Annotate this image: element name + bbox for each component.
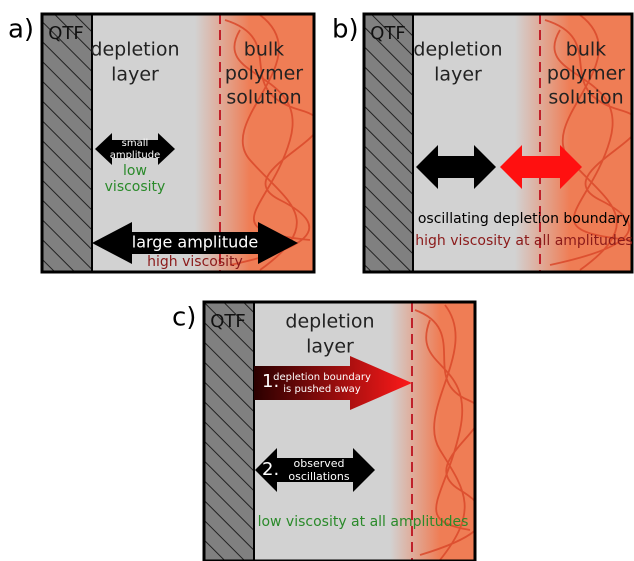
step-number: 2. bbox=[262, 459, 279, 480]
depletion-label: depletion bbox=[413, 39, 502, 61]
panel-label: c) bbox=[172, 303, 196, 333]
bulk-label: polymer bbox=[225, 63, 303, 85]
qtf bbox=[204, 302, 254, 561]
bulk-label: polymer bbox=[547, 63, 625, 85]
depletion-label: layer bbox=[111, 64, 159, 86]
step-text: depletion boundary bbox=[273, 372, 371, 383]
qtf-label: QTF bbox=[210, 311, 246, 332]
bulk-label: bulk bbox=[566, 39, 606, 61]
depletion-label: layer bbox=[306, 336, 354, 358]
low-viscosity: low bbox=[123, 163, 147, 179]
low-viscosity: low viscosity at all amplitudes bbox=[258, 514, 469, 530]
arrow-text: small bbox=[122, 138, 149, 149]
panel-a: a) QTF depletion layer bulk polymer solu… bbox=[8, 14, 319, 272]
arrow-text: large amplitude bbox=[132, 233, 258, 252]
panel-label: a) bbox=[8, 15, 34, 45]
high-viscosity: high viscosity at all amplitudes bbox=[415, 233, 632, 249]
bulk-label: solution bbox=[548, 87, 623, 109]
high-viscosity: high viscosity bbox=[147, 254, 243, 270]
depletion-label: layer bbox=[434, 64, 482, 86]
panel-label: b) bbox=[332, 15, 359, 45]
step-text: oscillations bbox=[288, 470, 349, 483]
depletion-label: depletion bbox=[90, 39, 179, 61]
step-text: is pushed away bbox=[283, 384, 361, 395]
depletion-label: depletion bbox=[285, 311, 374, 333]
bulk-label: bulk bbox=[244, 39, 284, 61]
qtf-label: QTF bbox=[370, 23, 406, 44]
panel-c: c) QTF depletion layer 1. depletion boun… bbox=[172, 302, 483, 561]
boundary-text: oscillating depletion boundary bbox=[418, 211, 630, 227]
figure: a) QTF depletion layer bulk polymer solu… bbox=[0, 0, 634, 561]
step-text: observed bbox=[294, 457, 345, 470]
arrow-text: amplitude bbox=[110, 150, 161, 161]
bulk-label: solution bbox=[226, 87, 301, 109]
qtf-label: QTF bbox=[48, 23, 84, 44]
low-viscosity: viscosity bbox=[105, 179, 166, 195]
qtf bbox=[42, 14, 92, 272]
qtf bbox=[364, 14, 413, 272]
panel-b: b) QTF depletion layer bulk polymer solu… bbox=[332, 14, 634, 272]
